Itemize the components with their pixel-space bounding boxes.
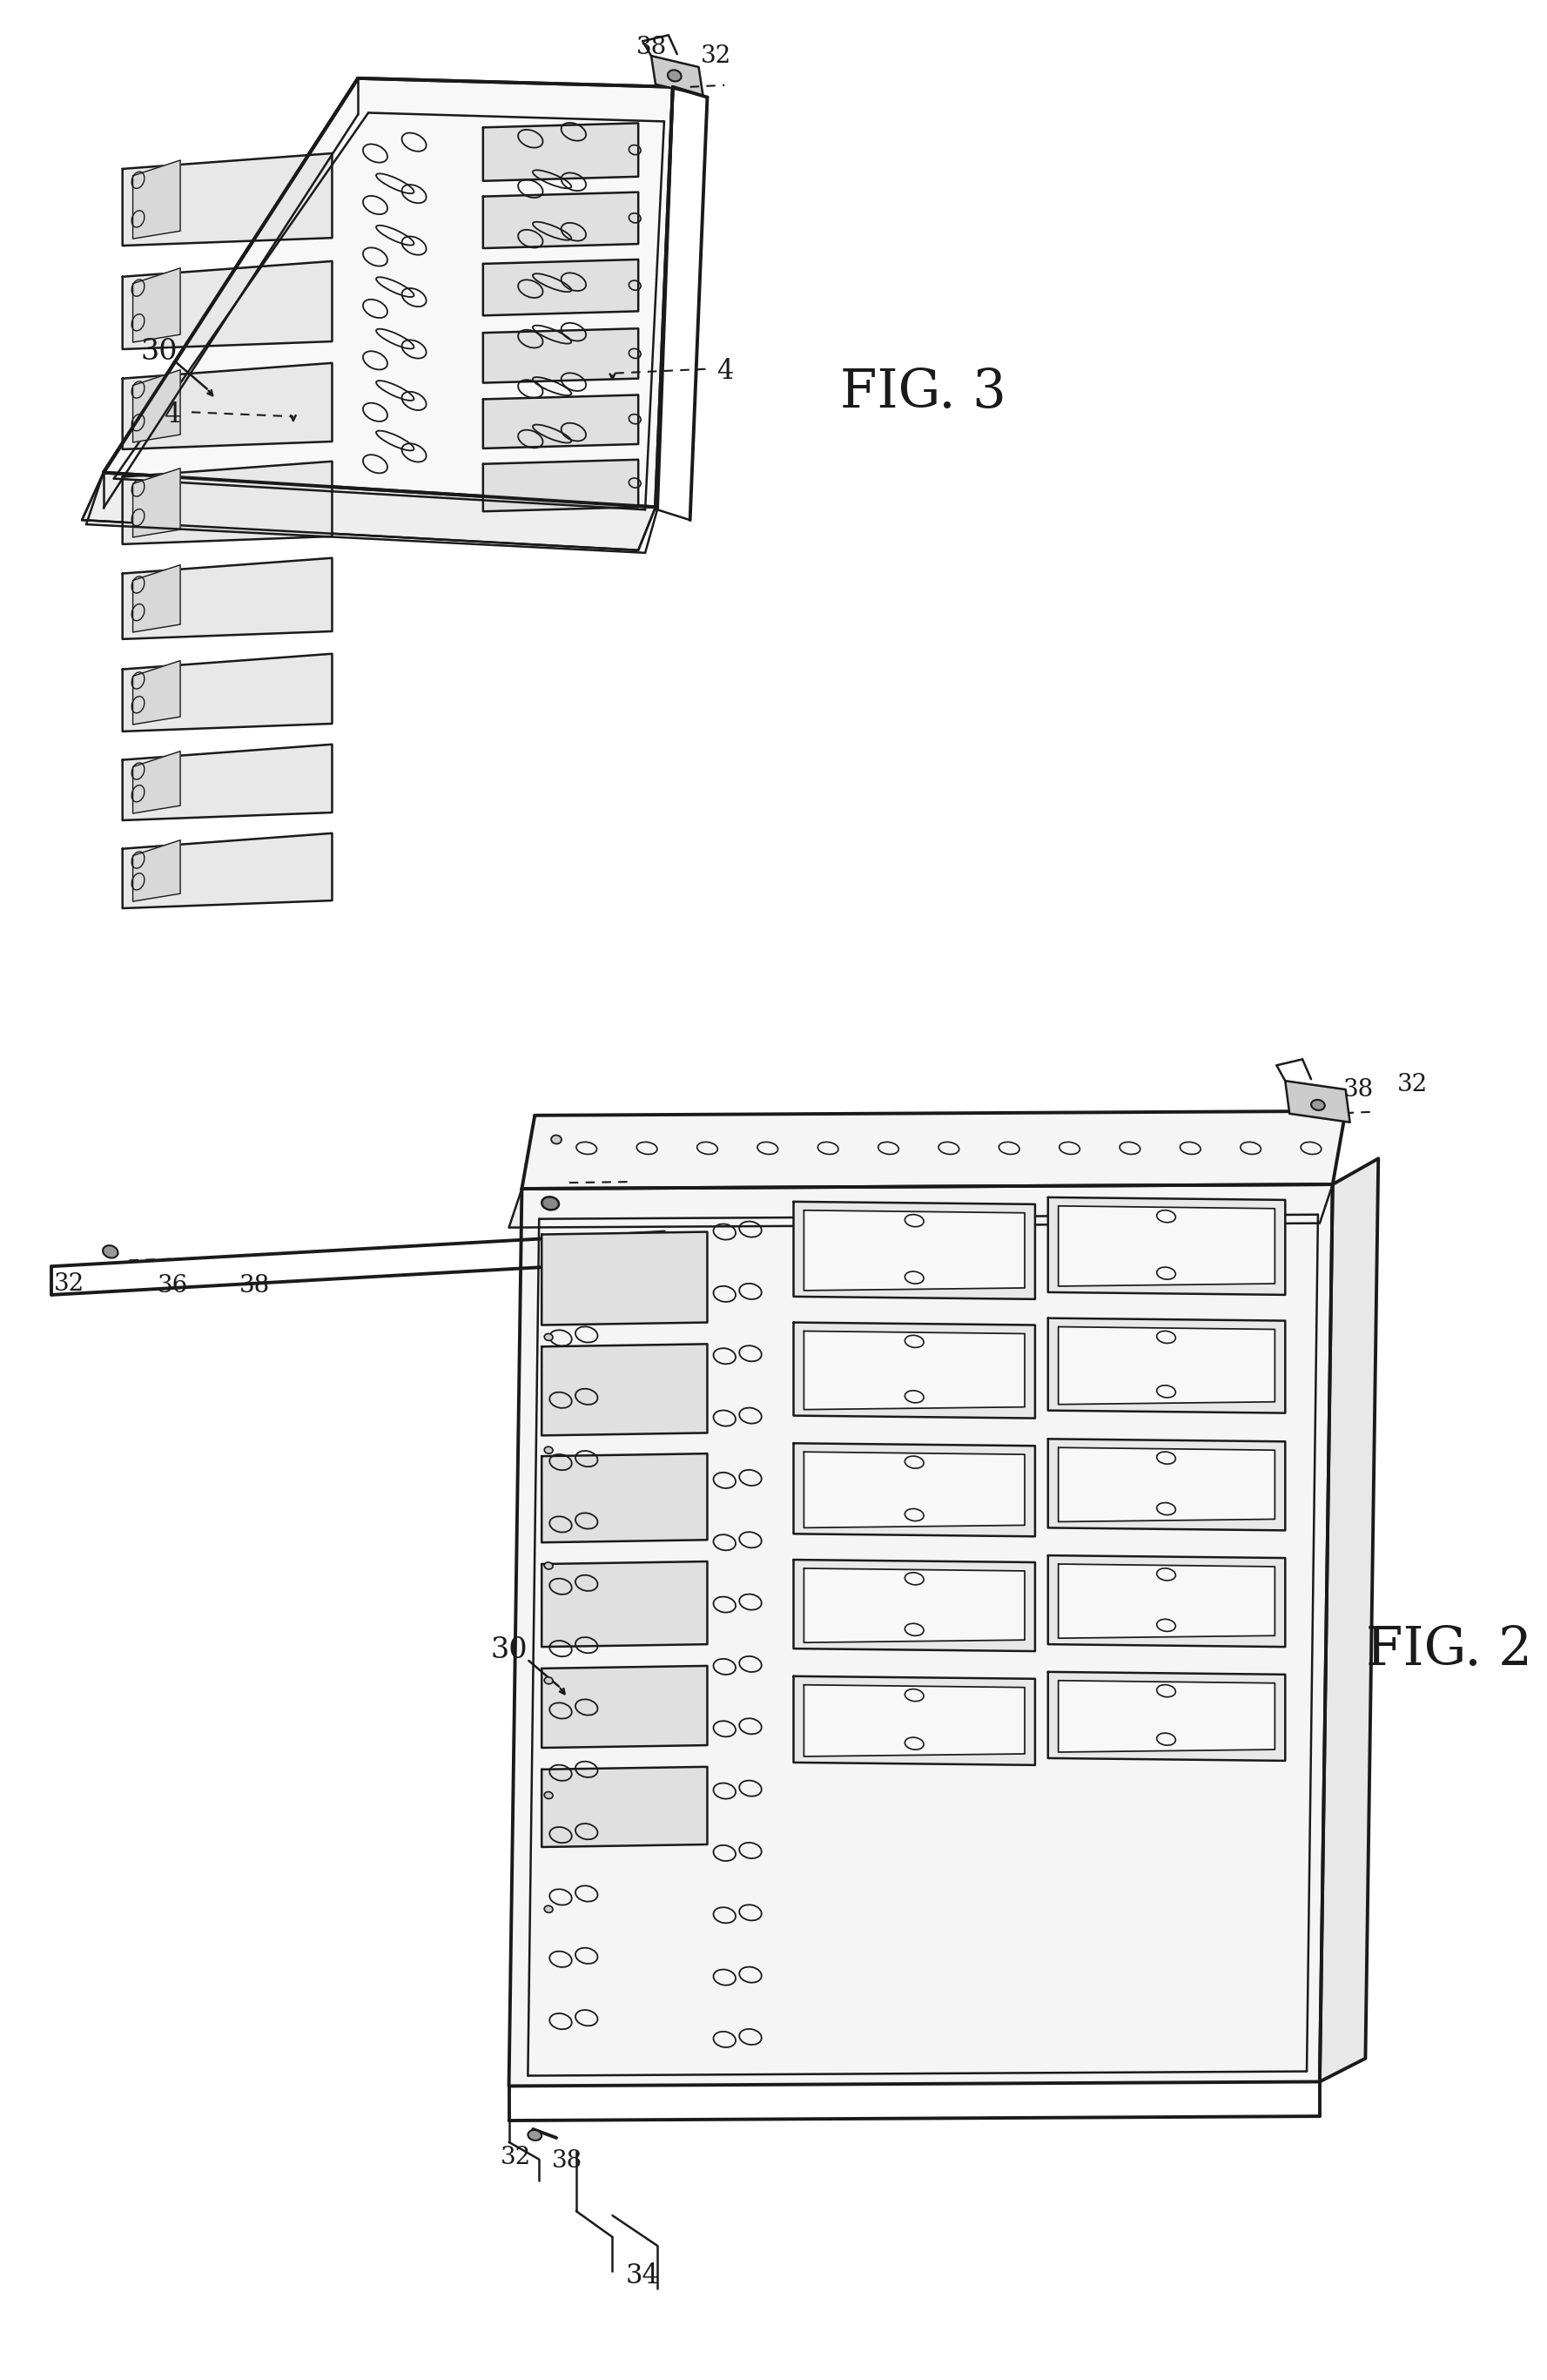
Polygon shape [122,833,333,909]
Text: 4: 4 [164,402,181,428]
Polygon shape [104,79,673,507]
Text: FIG. 2: FIG. 2 [1366,1623,1532,1676]
Polygon shape [1047,1440,1286,1530]
Ellipse shape [545,1906,552,1914]
Polygon shape [804,1211,1024,1290]
Polygon shape [1047,1557,1286,1647]
Polygon shape [1058,1680,1275,1752]
Polygon shape [483,124,639,181]
Polygon shape [82,474,656,550]
Text: 38: 38 [636,36,667,60]
Text: 38: 38 [1343,1078,1374,1102]
Text: 38: 38 [552,2149,583,2173]
Polygon shape [1047,1197,1286,1295]
Text: 32: 32 [54,1271,85,1295]
Ellipse shape [545,1333,552,1340]
Polygon shape [122,262,333,350]
Polygon shape [541,1454,707,1542]
Polygon shape [794,1676,1035,1766]
Polygon shape [804,1568,1024,1642]
Polygon shape [651,55,702,95]
Polygon shape [133,662,181,724]
Polygon shape [122,655,333,731]
Polygon shape [794,1559,1035,1652]
Ellipse shape [541,1197,558,1209]
Polygon shape [794,1202,1035,1299]
Polygon shape [122,462,333,545]
Polygon shape [521,1111,1346,1188]
Polygon shape [1058,1564,1275,1637]
Ellipse shape [545,1678,552,1685]
Text: 32: 32 [701,45,732,67]
Polygon shape [133,159,181,238]
Polygon shape [133,564,181,633]
Polygon shape [1320,1159,1378,2082]
Polygon shape [122,557,333,640]
Polygon shape [1047,1671,1286,1761]
Polygon shape [133,752,181,814]
Text: 38: 38 [240,1273,269,1297]
Ellipse shape [102,1245,118,1259]
Ellipse shape [545,1447,552,1454]
Polygon shape [794,1323,1035,1418]
Polygon shape [1058,1326,1275,1404]
Polygon shape [509,1185,1332,1228]
Polygon shape [133,840,181,902]
Polygon shape [483,328,639,383]
Polygon shape [509,1185,1332,2085]
Polygon shape [1286,1081,1351,1123]
Text: FIG. 3: FIG. 3 [840,367,1006,419]
Ellipse shape [528,2130,541,2140]
Polygon shape [133,269,181,343]
Text: 30: 30 [141,338,178,367]
Text: 36: 36 [158,1273,187,1297]
Polygon shape [541,1766,707,1847]
Polygon shape [483,459,639,512]
Ellipse shape [1312,1100,1324,1109]
Ellipse shape [545,1792,552,1799]
Text: 32: 32 [1397,1073,1428,1097]
Polygon shape [541,1666,707,1747]
Polygon shape [541,1233,707,1326]
Ellipse shape [545,1561,552,1568]
Polygon shape [483,395,639,447]
Polygon shape [804,1452,1024,1528]
Polygon shape [122,152,333,245]
Text: 32: 32 [501,2147,531,2171]
Polygon shape [1058,1207,1275,1285]
Polygon shape [1047,1319,1286,1414]
Polygon shape [804,1685,1024,1756]
Polygon shape [483,193,639,248]
Text: 34: 34 [625,2263,659,2290]
Polygon shape [541,1345,707,1435]
Ellipse shape [668,69,681,81]
Text: 4: 4 [716,357,733,386]
Polygon shape [804,1330,1024,1409]
Polygon shape [122,364,333,450]
Ellipse shape [551,1135,562,1145]
Polygon shape [483,259,639,317]
Polygon shape [794,1442,1035,1537]
Polygon shape [133,469,181,538]
Polygon shape [541,1561,707,1647]
Polygon shape [122,745,333,821]
Polygon shape [133,369,181,443]
Text: 30: 30 [490,1637,528,1664]
Polygon shape [1058,1447,1275,1521]
